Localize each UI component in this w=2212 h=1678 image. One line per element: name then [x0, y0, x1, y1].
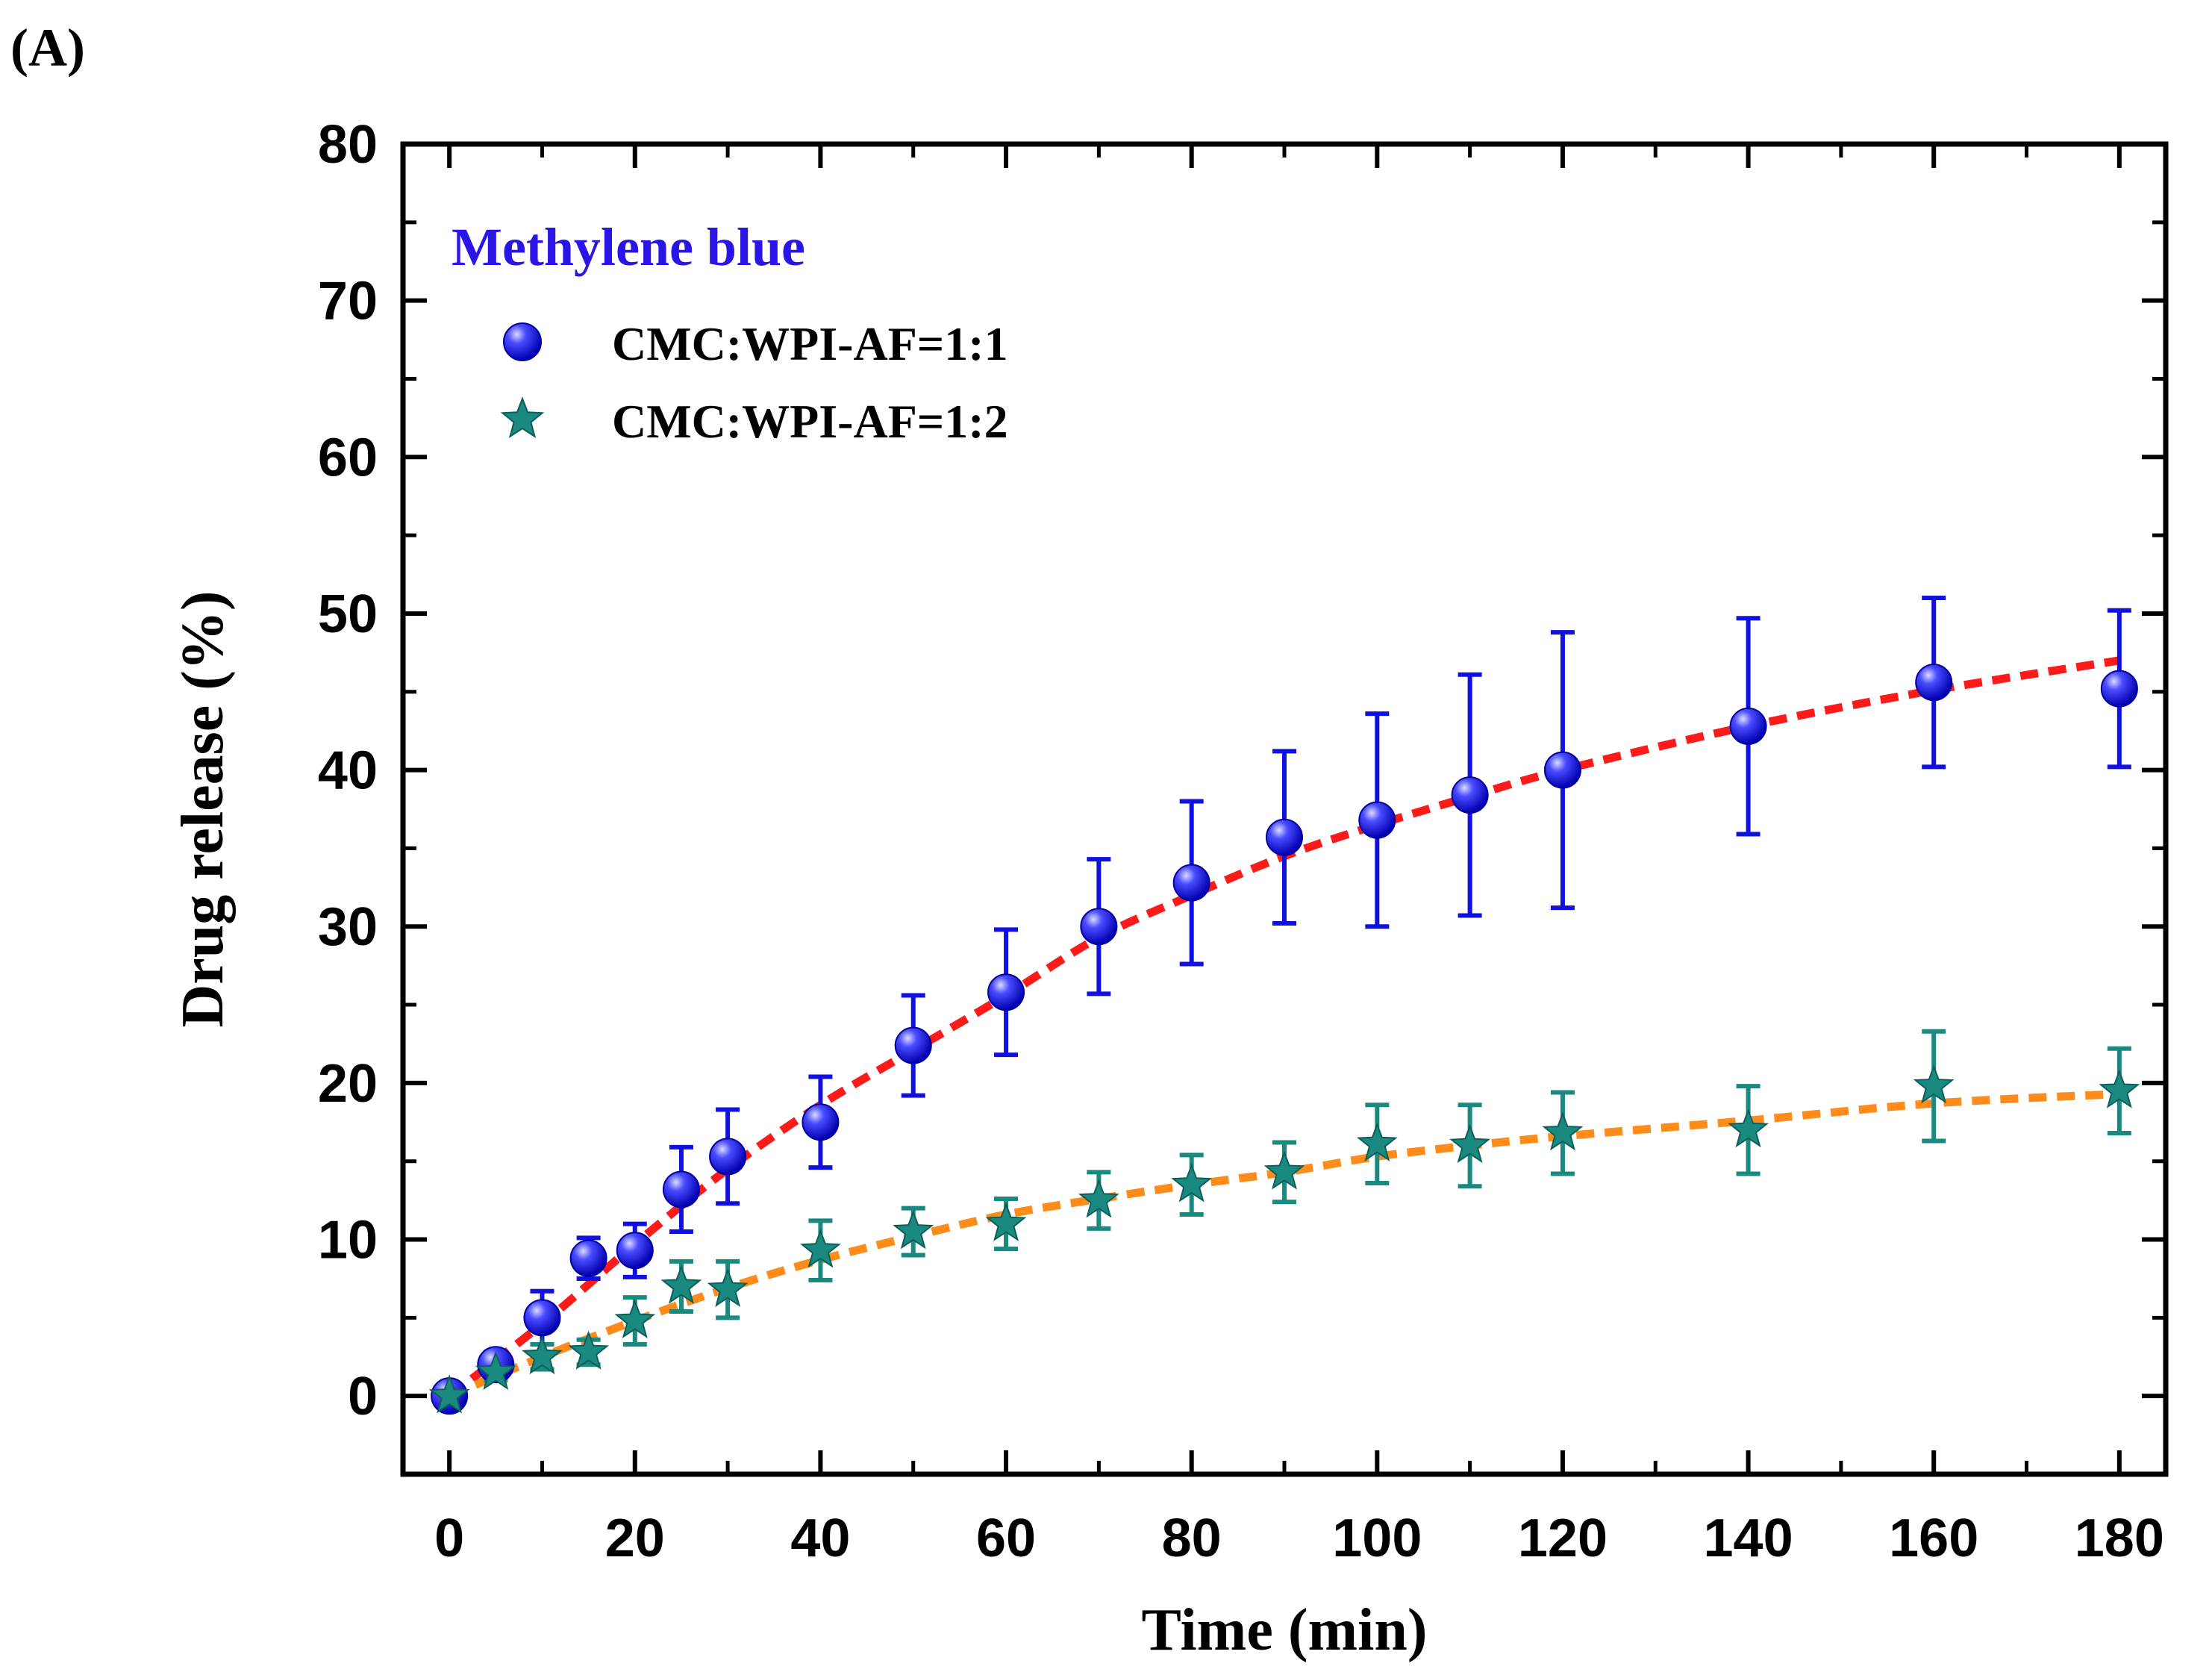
- y-tick-label: 30: [318, 897, 378, 957]
- y-axis-title: Drug release (%): [170, 591, 236, 1028]
- legend-circle-symbol: [503, 322, 542, 361]
- data-point-series-1: [1451, 776, 1489, 814]
- y-tick-label: 10: [318, 1211, 378, 1270]
- x-tick-label: 80: [1162, 1509, 1222, 1568]
- legend-marker-circle: [503, 322, 542, 361]
- data-point-series-2: [1728, 1108, 1769, 1148]
- legend-star-symbol: [500, 396, 545, 438]
- data-point-series-2: [522, 1335, 563, 1375]
- x-tick-label: 140: [1704, 1509, 1793, 1568]
- data-point-series-2: [475, 1350, 516, 1391]
- data-point-series-1: [1729, 707, 1767, 745]
- data-point-series-1: [569, 1239, 607, 1277]
- data-point-series-2: [800, 1229, 841, 1268]
- data-point-series-1: [894, 1026, 932, 1064]
- data-point-series-1: [2100, 670, 2138, 708]
- data-point-series-2: [660, 1264, 702, 1304]
- data-point-series-2: [1542, 1111, 1584, 1151]
- data-point-series-2: [1078, 1179, 1119, 1218]
- panel-label: (A): [10, 18, 85, 78]
- x-tick-label: 0: [434, 1509, 464, 1568]
- x-axis-title: Time (min): [1142, 1597, 1428, 1663]
- axis-ticks: 0 20 40 60 80 100 120 140 160 180 0 10 20 30 40 50 60 70 8…: [318, 115, 2166, 1568]
- data-point-series-1: [709, 1138, 747, 1176]
- data-point-series-2: [428, 1374, 470, 1414]
- data-point-series-2: [614, 1299, 656, 1338]
- y-tick-label: 20: [318, 1054, 378, 1114]
- data-point-series-2: [707, 1267, 749, 1307]
- data-point-series-2: [568, 1330, 610, 1370]
- x-tick-label: 20: [605, 1509, 665, 1568]
- y-tick-label: 80: [318, 115, 378, 175]
- data-point-series-1: [523, 1299, 561, 1337]
- y-tick-label: 40: [318, 741, 378, 801]
- x-tick-label: 180: [2075, 1509, 2164, 1568]
- data-point-series-1: [1172, 864, 1210, 902]
- x-tick-label: 120: [1518, 1509, 1608, 1568]
- data-point-series-1: [1358, 801, 1396, 839]
- x-tick-label: 60: [976, 1509, 1036, 1568]
- y-tick-label: 60: [318, 428, 378, 487]
- legend-label-series-2: CMC:WPI-AF=1:2: [612, 395, 1008, 448]
- x-tick-label: 100: [1332, 1509, 1422, 1568]
- data-point-series-2: [1913, 1064, 1955, 1104]
- x-tick-label: 40: [790, 1509, 850, 1568]
- data-point-series-1: [1080, 908, 1118, 946]
- data-point-series-2: [1263, 1150, 1305, 1190]
- legend-marker-star: [500, 396, 545, 438]
- data-point-series-2: [985, 1202, 1027, 1241]
- y-tick-label: 0: [348, 1367, 378, 1426]
- plot-frame: [400, 141, 2169, 1477]
- data-point-series-1: [987, 973, 1025, 1011]
- data-point-series-2: [1449, 1123, 1491, 1164]
- data-point-series-1: [1915, 664, 1953, 702]
- legend-title: Methylene blue: [452, 217, 805, 277]
- data-point-series-1: [616, 1232, 654, 1270]
- data-point-series-2: [1356, 1122, 1398, 1162]
- data-point-series-1: [802, 1103, 840, 1141]
- data-point-series-1: [1266, 818, 1303, 856]
- fit-curve-series-2: [448, 1090, 2120, 1400]
- y-tick-label: 50: [318, 584, 378, 644]
- data-point-series-2: [2099, 1069, 2140, 1108]
- data-markers: [428, 664, 2140, 1415]
- data-point-series-2: [1171, 1163, 1213, 1203]
- x-tick-label: 160: [1889, 1509, 1978, 1568]
- data-point-series-1: [1543, 751, 1581, 789]
- legend-label-series-1: CMC:WPI-AF=1:1: [612, 317, 1008, 370]
- data-point-series-1: [662, 1170, 700, 1208]
- data-point-series-2: [893, 1210, 934, 1250]
- legend: Methylene blue CMC:WPI-AF=1:1 CMC:WPI-AF…: [452, 217, 1008, 448]
- y-tick-label: 70: [318, 272, 378, 331]
